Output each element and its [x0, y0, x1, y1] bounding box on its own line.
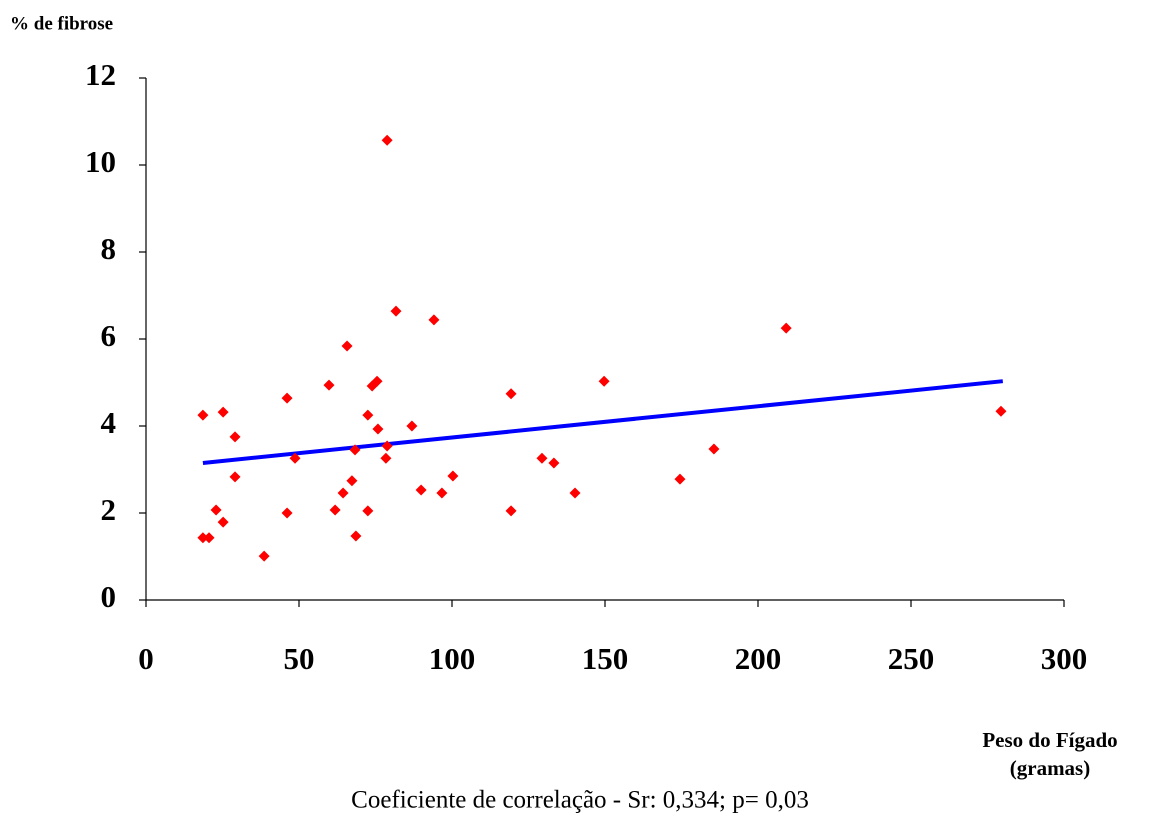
y-tick-label: 8 — [101, 231, 117, 266]
point — [350, 530, 362, 542]
x-axis-label: (gramas) — [1010, 756, 1090, 780]
point — [708, 443, 720, 455]
point — [346, 475, 358, 487]
point — [229, 431, 241, 443]
point — [447, 470, 459, 482]
point — [428, 314, 440, 326]
point — [436, 487, 448, 499]
point — [258, 550, 270, 562]
x-tick-label: 250 — [888, 641, 935, 676]
point — [381, 440, 393, 452]
point — [569, 487, 581, 499]
point — [289, 452, 301, 464]
footnote: Coeficiente de correlação - Sr: 0,334; p… — [351, 787, 809, 814]
point — [380, 452, 392, 464]
point — [362, 505, 374, 517]
point — [505, 505, 517, 517]
x-tick-label: 50 — [284, 641, 315, 676]
point — [415, 484, 427, 496]
y-tick-label: 2 — [101, 492, 117, 527]
point — [674, 473, 686, 485]
y-tick-label: 10 — [85, 144, 116, 179]
point — [349, 444, 361, 456]
point — [995, 405, 1007, 417]
x-axis-label: Peso do Fígado — [982, 728, 1117, 752]
y-axis-label: % de fibrose — [10, 13, 113, 34]
point — [217, 406, 229, 418]
point — [197, 532, 209, 544]
point — [598, 375, 610, 387]
point — [505, 388, 517, 400]
point — [548, 457, 560, 469]
point — [341, 340, 353, 352]
x-tick-label: 200 — [735, 641, 782, 676]
point — [536, 452, 548, 464]
x-tick-label: 100 — [429, 641, 476, 676]
point — [362, 409, 374, 421]
point — [203, 532, 215, 544]
point — [210, 504, 222, 516]
point — [371, 375, 383, 387]
x-tick-label: 0 — [138, 641, 154, 676]
x-tick-label: 300 — [1041, 641, 1088, 676]
point — [281, 507, 293, 519]
point — [281, 392, 293, 404]
y-tick-label: 4 — [101, 405, 117, 440]
point — [390, 305, 402, 317]
point — [229, 471, 241, 483]
point — [329, 504, 341, 516]
point — [780, 322, 792, 334]
point — [406, 420, 418, 432]
point — [323, 379, 335, 391]
y-tick-label: 0 — [101, 579, 117, 614]
point — [372, 423, 384, 435]
trend-line — [202, 379, 1004, 465]
y-tick-label: 12 — [85, 57, 116, 92]
point — [381, 134, 393, 146]
point — [217, 516, 229, 528]
point — [197, 409, 209, 421]
x-tick-label: 150 — [582, 641, 629, 676]
point — [337, 487, 349, 499]
y-tick-label: 6 — [101, 318, 117, 353]
